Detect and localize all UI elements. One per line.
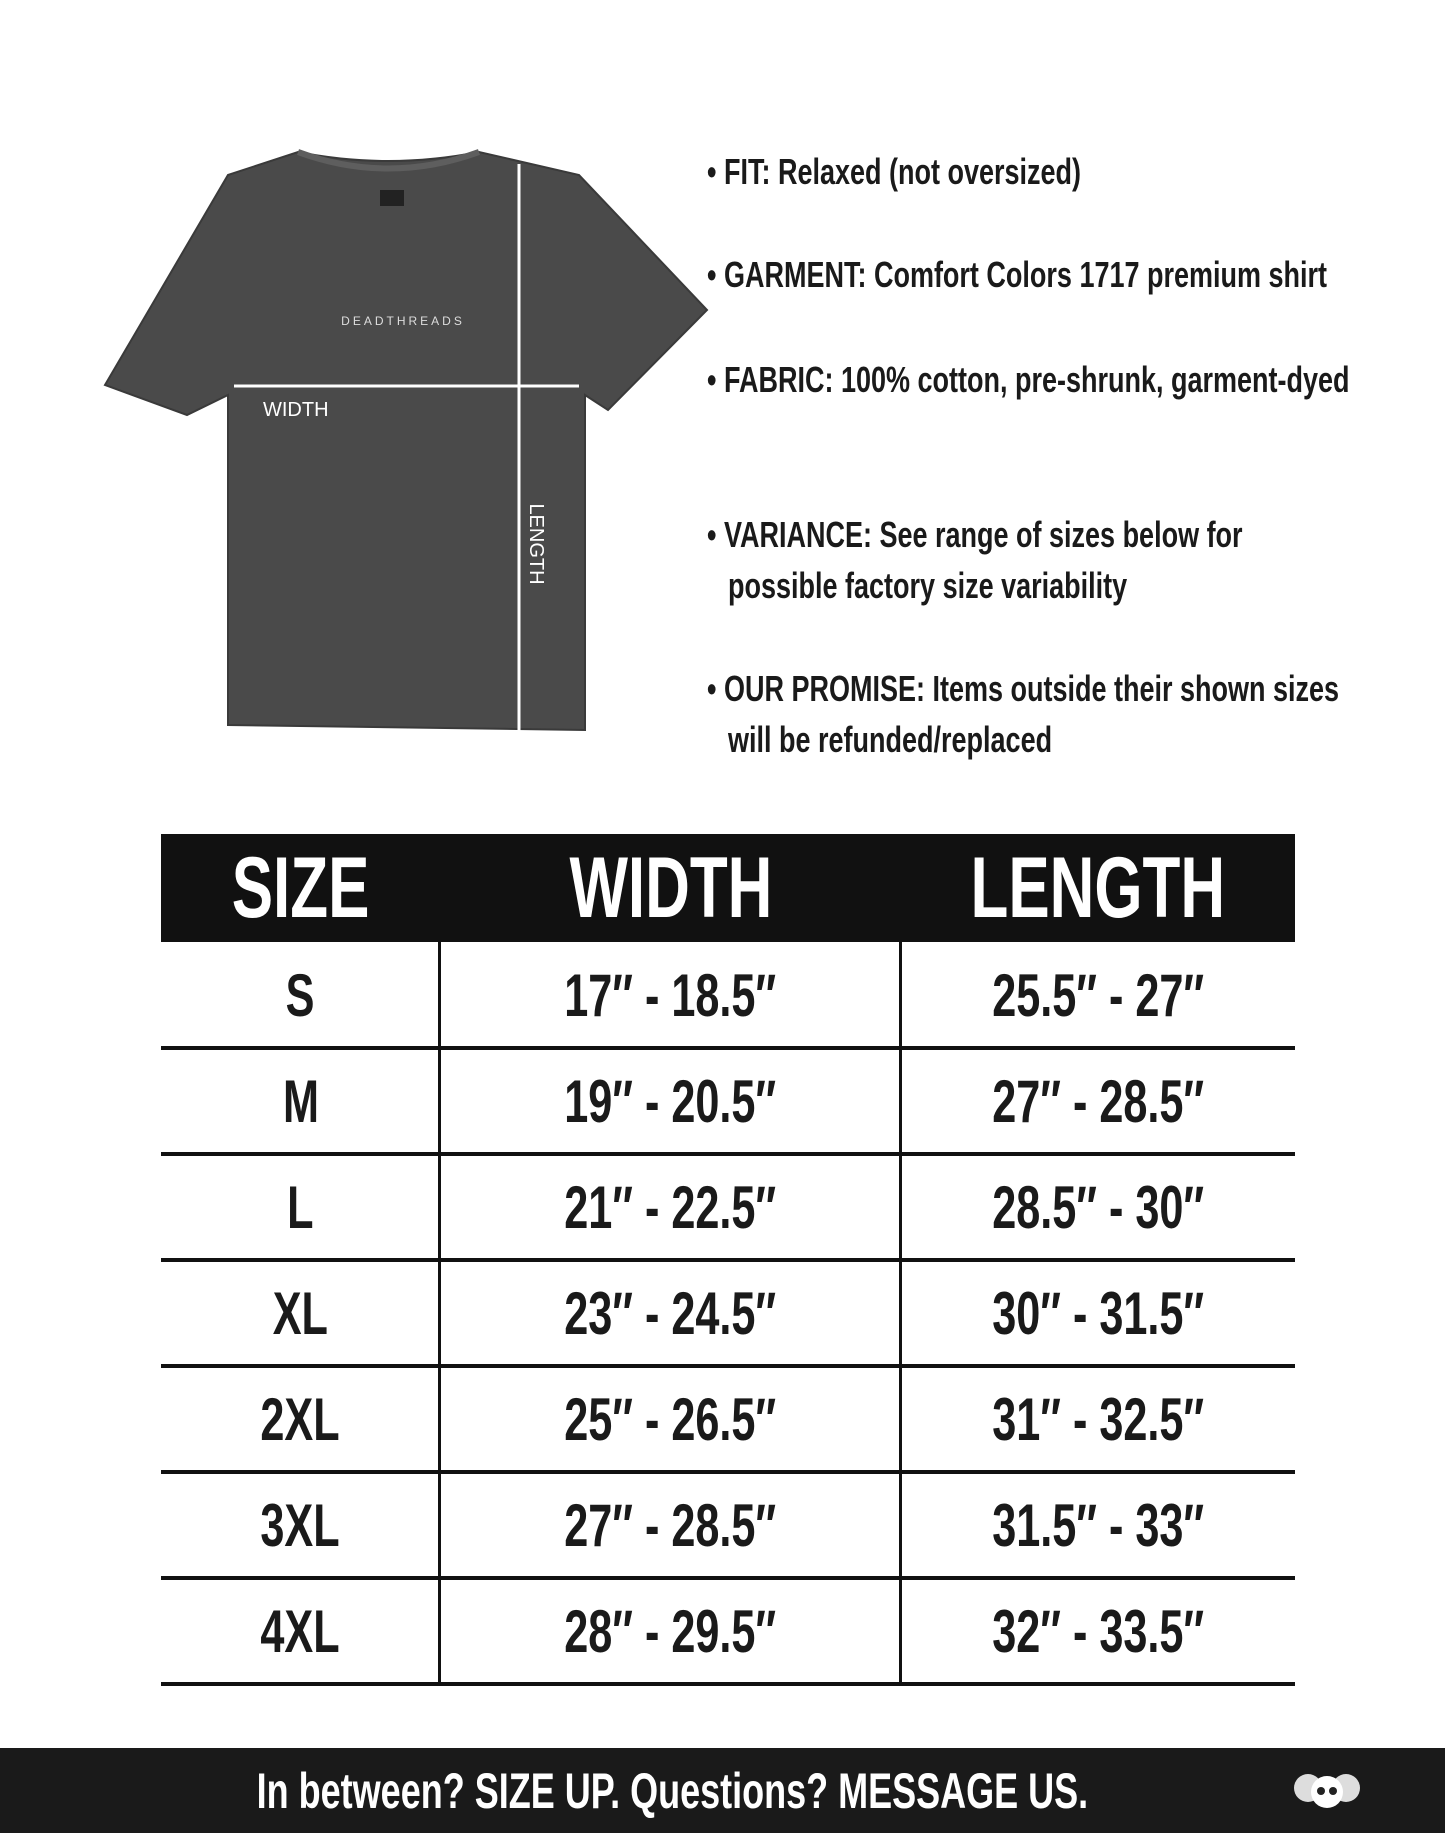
table-cell: 25″ - 26.5″ [440,1366,901,1472]
row-rule [161,1682,1295,1686]
table-cell: 31″ - 32.5″ [901,1366,1295,1472]
table-cell: 17″ - 18.5″ [440,942,901,1048]
cell-text: L [287,1173,314,1241]
row-rule [161,1258,1295,1262]
bullet: • OUR PROMISE: Items outside their shown… [707,668,1340,760]
cell-text: 3XL [260,1491,341,1559]
table-cell: 28.5″ - 30″ [901,1154,1295,1260]
table-cell: S [161,942,440,1048]
bullet: • FIT: Relaxed (not oversized) [707,151,1082,192]
header-cell: WIDTH [440,834,901,942]
header-cell: LENGTH [901,834,1295,942]
table-cell: M [161,1048,440,1154]
column-rule [899,942,902,1684]
bullet-text: OUR PROMISE: Items outside their shown s… [723,668,1340,760]
table-cell: 32″ - 33.5″ [901,1578,1295,1684]
brand: DEADTHREADS [341,314,465,328]
length-label: LENGTH [525,503,547,584]
shirt-illustration: DEADTHREADS WIDTH LENGTH [103,149,709,732]
table-cell: 19″ - 20.5″ [440,1048,901,1154]
table-cell: XL [161,1260,440,1366]
table-cell: 2XL [161,1366,440,1472]
table-cell: 28″ - 29.5″ [440,1578,901,1684]
table-cell: 27″ - 28.5″ [901,1048,1295,1154]
header-text: WIDTH [569,839,772,936]
cell-text: 30″ - 31.5″ [992,1279,1204,1347]
cell-text: 32″ - 33.5″ [992,1597,1204,1665]
skull-logo [1294,1774,1360,1808]
bullet: • VARIANCE: See range of sizes below for… [707,514,1243,606]
bullet-text: FIT: Relaxed (not oversized) [723,151,1082,192]
cell-text: 28.5″ - 30″ [992,1173,1204,1241]
header-text: LENGTH [970,839,1226,936]
header-cell: SIZE [161,834,440,942]
size-table: SIZE WIDTH LENGTH S 17″ - 18.5″ 25.5″ - 27″ M 1… [161,834,1295,1686]
bullet-text: GARMENT: Comfort Colors 1717 premium shi… [723,254,1328,295]
shirt [103,150,709,732]
cell-text: 17″ - 18.5″ [564,961,777,1029]
table-cell: 4XL [161,1578,440,1684]
cell-text: 27″ - 28.5″ [564,1491,777,1559]
collar [296,149,481,172]
footer-text: In between? SIZE UP. Questions? MESSAGE … [256,1762,1089,1819]
width-label: WIDTH [263,399,329,421]
table-cell: 21″ - 22.5″ [440,1154,901,1260]
column-rule [438,942,441,1684]
cell-text: 31″ - 32.5″ [992,1385,1204,1453]
cell-text: M [282,1067,319,1135]
bullet-text: FABRIC: 100% cotton, pre-shrunk, garment… [723,359,1350,400]
row-rule [161,1470,1295,1474]
table-cell: 30″ - 31.5″ [901,1260,1295,1366]
table-cell: 23″ - 24.5″ [440,1260,901,1366]
tag [380,190,404,206]
cell-text: 23″ - 24.5″ [564,1279,777,1347]
row-rule [161,1152,1295,1156]
cell-text: 25.5″ - 27″ [992,961,1204,1029]
footer-bar: In between? SIZE UP. Questions? MESSAGE … [0,1748,1445,1833]
row-rule [161,1046,1295,1050]
table-cell: 25.5″ - 27″ [901,942,1295,1048]
table-cell: 27″ - 28.5″ [440,1472,901,1578]
bullet: • GARMENT: Comfort Colors 1717 premium s… [707,254,1328,295]
cell-text: 31.5″ - 33″ [992,1491,1204,1559]
cell-text: 21″ - 22.5″ [564,1173,777,1241]
cell-text: S [286,961,315,1029]
table-cell: 3XL [161,1472,440,1578]
cell-text: XL [272,1279,329,1347]
table-cell: 31.5″ - 33″ [901,1472,1295,1578]
header-text: SIZE [231,839,370,936]
header-bar [161,834,1295,942]
cell-text: 28″ - 29.5″ [564,1597,777,1665]
cell-text: 25″ - 26.5″ [564,1385,777,1453]
row-rule [161,1576,1295,1580]
bullet: • FABRIC: 100% cotton, pre-shrunk, garme… [707,359,1350,400]
row-rule [161,1364,1295,1368]
cell-text: 19″ - 20.5″ [564,1067,777,1135]
cell-text: 27″ - 28.5″ [992,1067,1204,1135]
table-cell: L [161,1154,440,1260]
cell-text: 2XL [260,1385,341,1453]
cell-text: 4XL [260,1597,341,1665]
bullet-text: VARIANCE: See range of sizes below for p… [723,514,1243,606]
